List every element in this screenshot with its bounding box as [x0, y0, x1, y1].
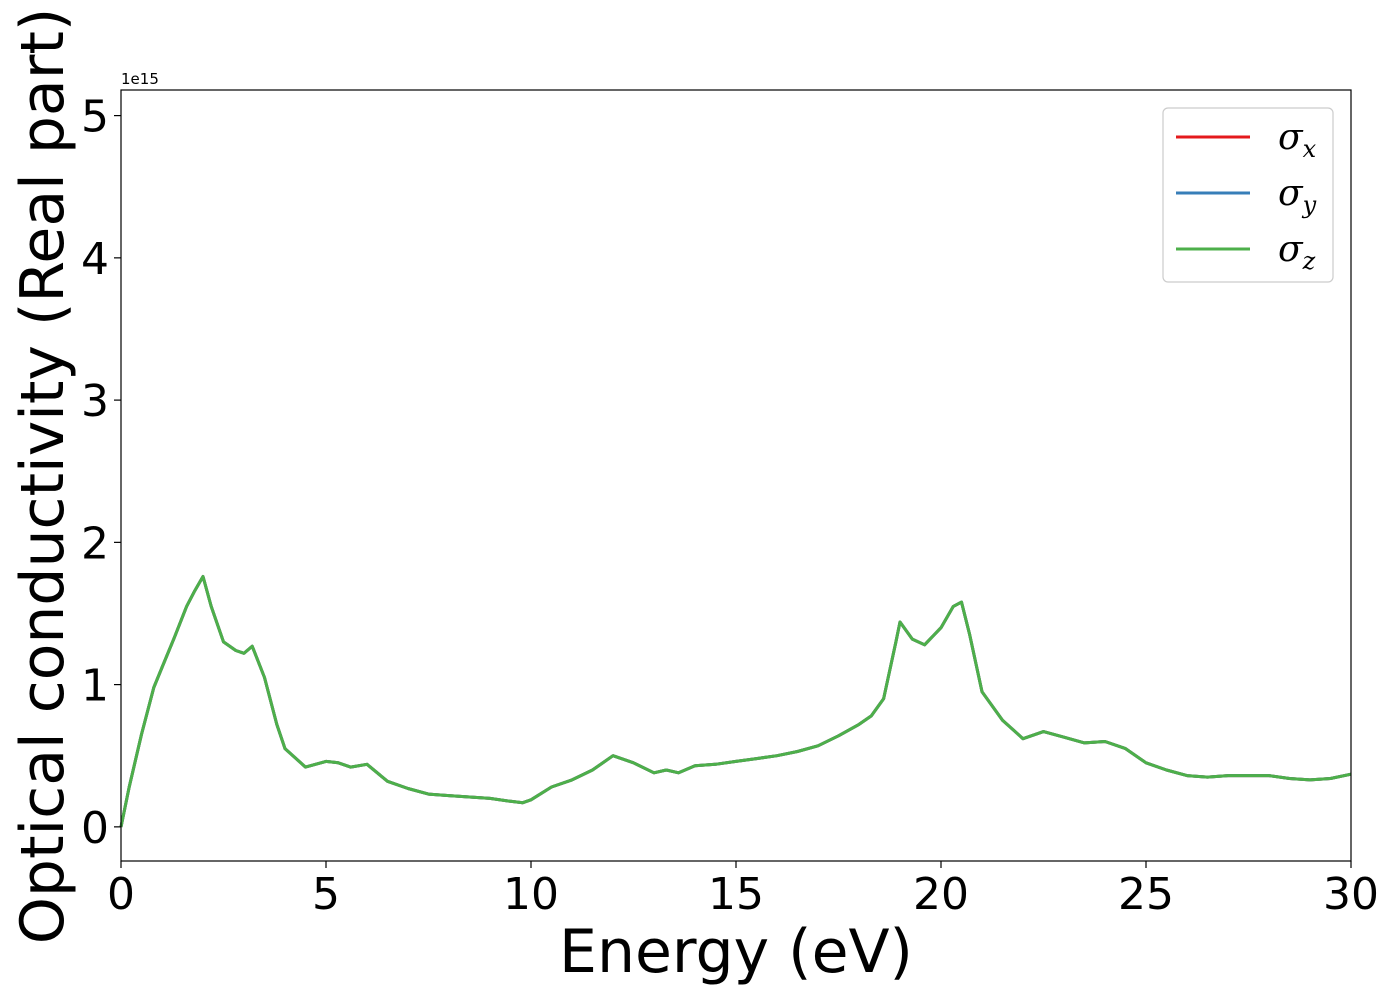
legend-box: [1162, 107, 1334, 283]
x-tick-label: 15: [708, 869, 764, 920]
y-tick-label: 0: [81, 803, 109, 854]
series-layer: [119, 575, 1352, 828]
series-line-y: [119, 575, 1352, 828]
x-axis-ticks: 0 5 10 15 20 25 30: [107, 861, 1379, 920]
legend-label-y: σy: [1278, 173, 1317, 219]
legend: σx σy σz: [1162, 107, 1334, 283]
legend-label-x: σx: [1278, 117, 1317, 163]
x-tick-label: 5: [312, 869, 340, 920]
x-axis-title: Energy (eV): [559, 917, 913, 987]
y-tick-label: 2: [81, 518, 109, 569]
x-tick-label: 0: [107, 869, 135, 920]
y-axis-offset-label: 1e15: [121, 70, 159, 88]
series-line-x: [119, 575, 1352, 828]
x-tick-label: 25: [1118, 869, 1174, 920]
x-tick-label: 30: [1323, 869, 1379, 920]
y-tick-label: 5: [81, 92, 109, 143]
legend-entries: σx σy σz: [1176, 117, 1317, 275]
y-tick-label: 3: [81, 376, 109, 427]
y-tick-label: 4: [81, 234, 109, 285]
legend-label-z: σz: [1278, 229, 1316, 275]
x-tick-label: 10: [503, 869, 559, 920]
x-tick-label: 20: [913, 869, 969, 920]
y-axis-ticks: 0 1 2 3 4 5: [81, 92, 121, 854]
y-axis-title: Optical conductivity (Real part): [8, 8, 78, 945]
series-line-z: [119, 575, 1352, 828]
y-tick-label: 1: [81, 661, 109, 712]
